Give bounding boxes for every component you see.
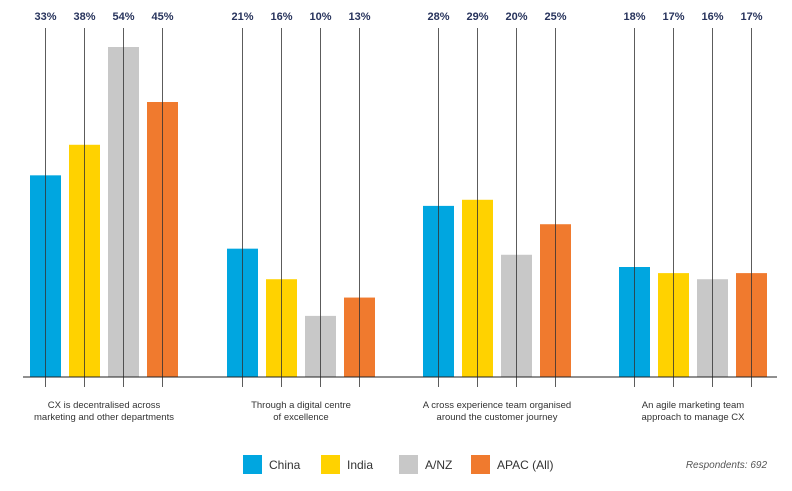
legend-label: A/NZ <box>425 458 452 472</box>
legend-swatch <box>399 455 418 474</box>
legend-label: China <box>269 458 301 472</box>
value-label: 17% <box>662 11 684 23</box>
category-label: around the customer journey <box>437 412 558 423</box>
legend-swatch <box>471 455 490 474</box>
value-label: 18% <box>623 11 645 23</box>
category-label: A cross experience team organised <box>423 400 571 411</box>
value-label: 13% <box>348 11 370 23</box>
value-label: 45% <box>151 11 173 23</box>
legend-label: India <box>347 458 373 472</box>
value-label: 16% <box>701 11 723 23</box>
value-label: 10% <box>309 11 331 23</box>
value-label: 20% <box>505 11 527 23</box>
legend: China India A/NZ APAC (All) <box>243 455 553 474</box>
legend-swatch <box>243 455 262 474</box>
category-label: marketing and other departments <box>34 412 174 423</box>
category-label: Through a digital centre <box>251 400 351 411</box>
value-label: 29% <box>466 11 488 23</box>
legend-label: APAC (All) <box>497 458 553 472</box>
value-label: 21% <box>231 11 253 23</box>
category-label: CX is decentralised across <box>48 400 161 411</box>
value-label: 17% <box>740 11 762 23</box>
value-label: 33% <box>34 11 56 23</box>
category-label: of excellence <box>273 412 328 423</box>
value-label: 38% <box>73 11 95 23</box>
bars-layer <box>30 47 767 377</box>
category-label: An agile marketing team <box>642 400 745 411</box>
value-label: 25% <box>544 11 566 23</box>
category-label: approach to manage CX <box>642 412 746 423</box>
labels-layer: 33% 38% 54% 45% 21% 16% 10% 13% 28% 29% 20% 25% 18% 1… <box>34 11 763 387</box>
value-label: 16% <box>270 11 292 23</box>
legend-swatch <box>321 455 340 474</box>
value-label: 54% <box>112 11 134 23</box>
respondents-note: Respondents: 692 <box>686 460 768 471</box>
value-label: 28% <box>427 11 449 23</box>
